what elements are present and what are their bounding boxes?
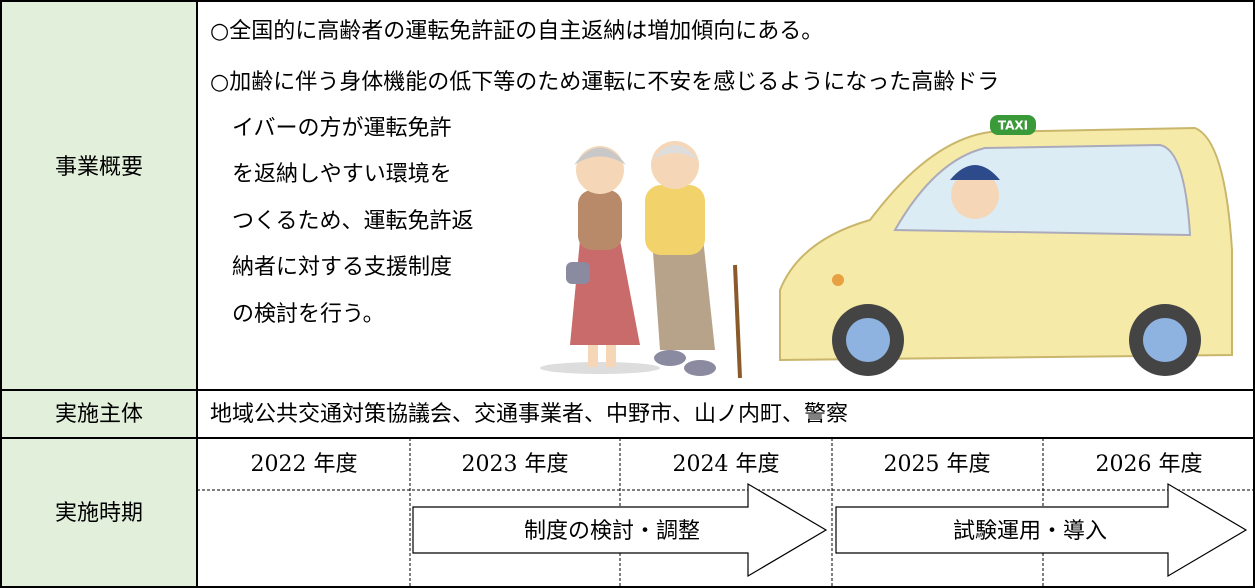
phase-arrow bbox=[412, 482, 828, 578]
elderly-couple-illustration bbox=[540, 141, 742, 379]
year-label: 2022 年度 bbox=[251, 452, 358, 477]
year-label: 2025 年度 bbox=[884, 452, 991, 477]
year-label: 2026 年度 bbox=[1096, 452, 1203, 477]
year-label: 2024 年度 bbox=[673, 452, 780, 477]
schedule-grid bbox=[197, 438, 1254, 587]
overview-line: イバーの方が運転免許 bbox=[232, 116, 452, 141]
taxi-sign-text: TAXI bbox=[998, 119, 1028, 133]
row-label: 事業概要 bbox=[55, 155, 143, 180]
overview-line: つくるため、運転免許返 bbox=[232, 209, 474, 234]
phase-arrow bbox=[835, 482, 1248, 578]
header-column bbox=[1, 1, 197, 587]
overview-line: を返納しやすい環境を bbox=[232, 162, 452, 187]
taxi-sign bbox=[990, 115, 1036, 135]
overview-line: ○加齢に伴う身体機能の低下等のため運転に不安を感じるようになった高齢ドラ bbox=[210, 70, 999, 95]
implementer-text: 地域公共交通対策協議会、交通事業者、中野市、山ノ内町、警察 bbox=[210, 402, 848, 427]
phase-label: 試験運用・導入 bbox=[953, 519, 1107, 544]
taxi-illustration: TAXI bbox=[779, 115, 1233, 376]
row-label: 実施主体 bbox=[55, 402, 143, 427]
row-label: 実施時期 bbox=[55, 501, 143, 526]
overview-line: ○全国的に高齢者の運転免許証の自主返納は増加傾向にある。 bbox=[210, 19, 823, 44]
overview-line: の検討を行う。 bbox=[232, 302, 385, 327]
overview-line: 納者に対する支援制度 bbox=[232, 255, 452, 280]
year-label: 2023 年度 bbox=[462, 452, 569, 477]
phase-label: 制度の検討・調整 bbox=[524, 519, 700, 544]
